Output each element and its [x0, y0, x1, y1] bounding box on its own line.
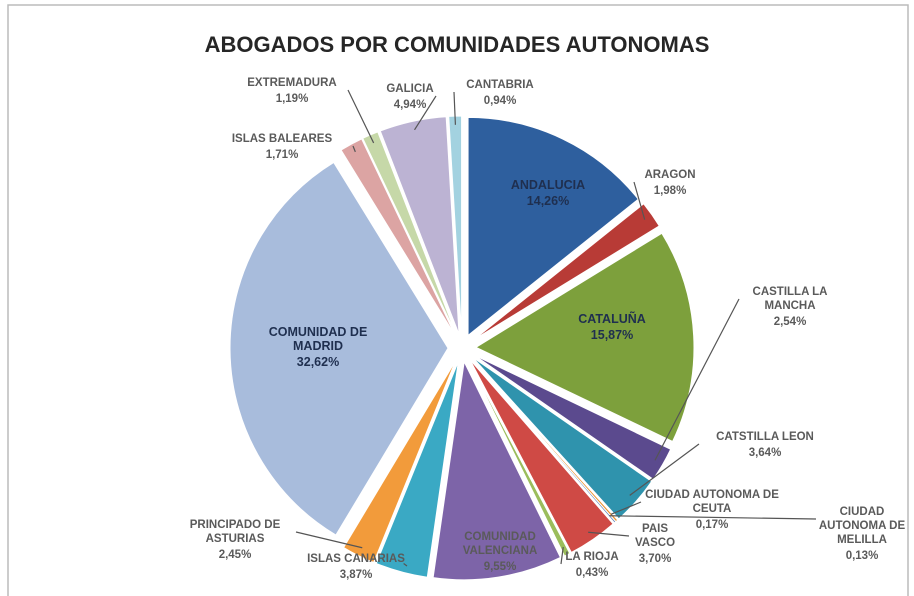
slice-label: COMUNIDAD DE MADRID — [268, 325, 368, 353]
slice-value-label: 1,71% — [265, 149, 299, 161]
slice-label: CASTILLA LA MANCHA — [752, 286, 828, 312]
slice-value-label: 4,94% — [393, 99, 427, 111]
pie-slice — [470, 358, 617, 524]
pie-slice — [432, 360, 562, 581]
slice-value-label: 0,94% — [483, 95, 517, 107]
leader-line — [560, 546, 564, 565]
leader-line — [352, 145, 356, 153]
slice-value-label: 0,13% — [845, 550, 879, 562]
slice-label: EXTREMADURA — [247, 77, 337, 89]
slice-value-label: 3,64% — [748, 447, 782, 459]
leader-line — [629, 443, 700, 496]
pie-slice — [379, 116, 460, 335]
pie-slice — [229, 161, 449, 536]
slice-value-label: 2,54% — [773, 316, 807, 328]
slice-label: LA RIOJA — [565, 551, 619, 563]
pie-slice — [375, 361, 459, 578]
pie-slice — [473, 354, 672, 481]
slice-label: ISLAS BALEARES — [231, 133, 333, 145]
leader-line — [403, 563, 408, 567]
slice-value-label: 15,87% — [590, 328, 634, 342]
leader-line — [295, 531, 363, 549]
chart-title: ABOGADOS POR COMUNIDADES AUTONOMAS — [204, 32, 710, 57]
slice-value-label: 0,43% — [575, 567, 609, 579]
slice-label: COMUNIDAD VALENCIANA — [462, 531, 538, 557]
slice-label: CIUDAD AUTONOMA DE CEUTA — [645, 489, 779, 515]
pie-slice — [474, 232, 695, 443]
pie-slice — [469, 359, 614, 554]
slice-value-label: 3,70% — [638, 553, 672, 565]
slice-label: PRINCIPADO DE ASTURIAS — [189, 519, 281, 545]
pie-slice — [340, 138, 456, 336]
leader-line — [633, 181, 646, 220]
leader-line — [414, 95, 437, 131]
pie-slice — [472, 356, 653, 520]
slice-value-label: 14,26% — [526, 194, 570, 208]
slice-value-label: 9,55% — [483, 561, 517, 573]
leader-line — [453, 91, 457, 125]
slice-label: ISLAS CANARIAS — [307, 553, 405, 565]
slice-value-label: 0,17% — [695, 519, 729, 531]
slice-value-label: 3,87% — [339, 569, 373, 581]
pie-slice — [467, 360, 571, 557]
frame — [7, 4, 909, 596]
slice-label: ARAGON — [644, 169, 696, 181]
slice-value-label: 32,62% — [296, 355, 340, 369]
slice-label: CATALUÑA — [578, 312, 646, 326]
leader-line — [610, 501, 642, 515]
pie-slice — [342, 360, 457, 564]
slice-label: ANDALUCIA — [510, 178, 586, 192]
pie-slice — [473, 203, 660, 341]
slice-label: GALICIA — [386, 83, 434, 95]
slice-label: CANTABRIA — [466, 79, 534, 91]
slice-label: CATSTILLA LEON — [716, 431, 814, 443]
leader-line — [588, 531, 630, 537]
slice-value-label: 1,98% — [653, 185, 687, 197]
slice-value-label: 1,19% — [275, 93, 309, 105]
slice-value-label: 2,45% — [218, 549, 252, 561]
leader-line — [654, 298, 740, 461]
leader-line — [609, 515, 817, 520]
leader-line — [347, 89, 375, 144]
pie-slice — [467, 116, 639, 337]
slice-label: PAIS VASCO — [634, 523, 676, 549]
slice-label: CIUDAD AUTONOMA DE MELILLA — [818, 506, 906, 546]
